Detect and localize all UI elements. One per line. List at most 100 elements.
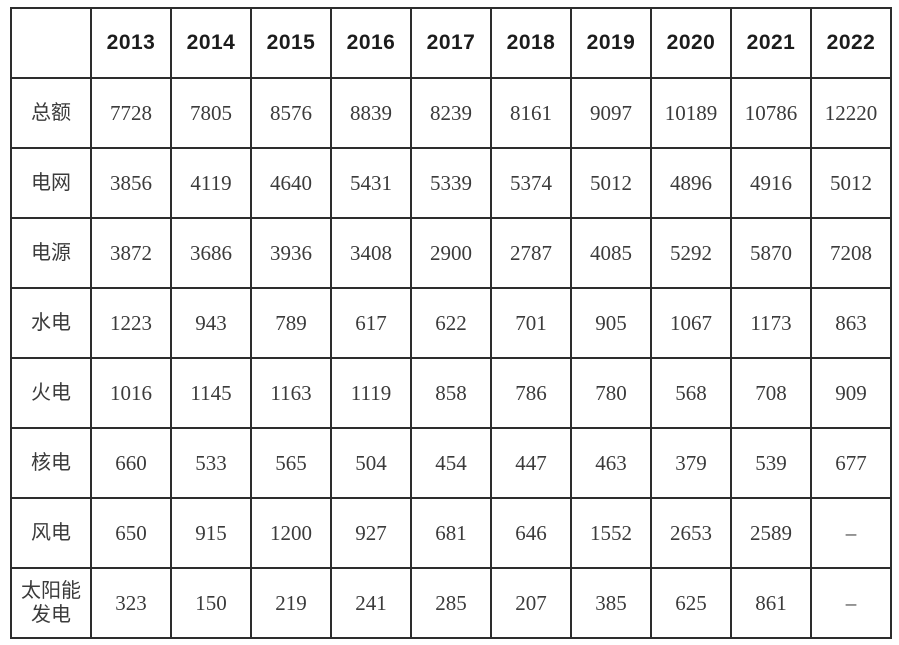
table-row: 水电 1223 943 789 617 622 701 905 1067 1173 863 <box>10 287 892 359</box>
value-cell: 285 <box>410 567 492 639</box>
value-cell: 3408 <box>330 217 412 289</box>
value-cell: 2900 <box>410 217 492 289</box>
value-cell: 4119 <box>170 147 252 219</box>
value-cell: 568 <box>650 357 732 429</box>
value-cell: 10189 <box>650 77 732 149</box>
row-label: 风电 <box>10 497 92 569</box>
table-row: 核电 660 533 565 504 454 447 463 379 539 677 <box>10 427 892 499</box>
value-cell: 650 <box>90 497 172 569</box>
data-table: 2013 2014 2015 2016 2017 2018 2019 2020 2021 2022… <box>10 7 892 639</box>
year-header: 2019 <box>570 7 652 79</box>
value-cell: 8161 <box>490 77 572 149</box>
value-cell: 660 <box>90 427 172 499</box>
value-cell: 858 <box>410 357 492 429</box>
value-cell: 7805 <box>170 77 252 149</box>
value-cell: 5339 <box>410 147 492 219</box>
row-label: 太阳能发电 <box>10 567 92 639</box>
value-cell: 9097 <box>570 77 652 149</box>
row-label: 电网 <box>10 147 92 219</box>
value-cell: 2653 <box>650 497 732 569</box>
table-row: 火电 1016 1145 1163 1119 858 786 780 568 708 909 <box>10 357 892 429</box>
value-cell: 12220 <box>810 77 892 149</box>
value-cell: 3936 <box>250 217 332 289</box>
row-label: 总额 <box>10 77 92 149</box>
value-cell: 677 <box>810 427 892 499</box>
value-cell: 323 <box>90 567 172 639</box>
value-cell: 219 <box>250 567 332 639</box>
value-cell: 4085 <box>570 217 652 289</box>
value-cell: 1145 <box>170 357 252 429</box>
value-cell: 3686 <box>170 217 252 289</box>
value-cell: 207 <box>490 567 572 639</box>
value-cell: 1552 <box>570 497 652 569</box>
value-cell: 1163 <box>250 357 332 429</box>
value-cell: 7208 <box>810 217 892 289</box>
value-cell: 2787 <box>490 217 572 289</box>
value-cell: 622 <box>410 287 492 359</box>
value-cell: 4916 <box>730 147 812 219</box>
value-cell: 1067 <box>650 287 732 359</box>
corner-cell <box>10 7 92 79</box>
value-cell: 8839 <box>330 77 412 149</box>
table-row: 电网 3856 4119 4640 5431 5339 5374 5012 4896 4916 50… <box>10 147 892 219</box>
year-header: 2021 <box>730 7 812 79</box>
value-cell: 385 <box>570 567 652 639</box>
value-cell: 447 <box>490 427 572 499</box>
value-cell: 379 <box>650 427 732 499</box>
value-cell: 150 <box>170 567 252 639</box>
table-head: 2013 2014 2015 2016 2017 2018 2019 2020 2021 2022 <box>10 7 892 79</box>
value-cell: – <box>810 567 892 639</box>
value-cell: 863 <box>810 287 892 359</box>
value-cell: – <box>810 497 892 569</box>
value-cell: 241 <box>330 567 412 639</box>
value-cell: 504 <box>330 427 412 499</box>
value-cell: 1016 <box>90 357 172 429</box>
header-row: 2013 2014 2015 2016 2017 2018 2019 2020 2021 2022 <box>10 7 892 79</box>
value-cell: 2589 <box>730 497 812 569</box>
value-cell: 5012 <box>810 147 892 219</box>
table-row: 风电 650 915 1200 927 681 646 1552 2653 2589– <box>10 497 892 569</box>
year-header: 2014 <box>170 7 252 79</box>
value-cell: 915 <box>170 497 252 569</box>
value-cell: 5374 <box>490 147 572 219</box>
value-cell: 7728 <box>90 77 172 149</box>
value-cell: 905 <box>570 287 652 359</box>
value-cell: 708 <box>730 357 812 429</box>
value-cell: 617 <box>330 287 412 359</box>
value-cell: 681 <box>410 497 492 569</box>
value-cell: 463 <box>570 427 652 499</box>
value-cell: 909 <box>810 357 892 429</box>
year-header: 2013 <box>90 7 172 79</box>
value-cell: 780 <box>570 357 652 429</box>
value-cell: 454 <box>410 427 492 499</box>
row-label: 核电 <box>10 427 92 499</box>
table-row: 太阳能发电 323 150 219 241 285 207 385 625 861– <box>10 567 892 639</box>
year-header: 2022 <box>810 7 892 79</box>
row-label: 火电 <box>10 357 92 429</box>
table-row: 总额 7728 7805 8576 8839 8239 8161 9097 10189 10786… <box>10 77 892 149</box>
value-cell: 4640 <box>250 147 332 219</box>
value-cell: 5870 <box>730 217 812 289</box>
value-cell: 927 <box>330 497 412 569</box>
value-cell: 5431 <box>330 147 412 219</box>
row-label: 水电 <box>10 287 92 359</box>
value-cell: 5012 <box>570 147 652 219</box>
value-cell: 943 <box>170 287 252 359</box>
value-cell: 10786 <box>730 77 812 149</box>
value-cell: 565 <box>250 427 332 499</box>
value-cell: 1223 <box>90 287 172 359</box>
value-cell: 5292 <box>650 217 732 289</box>
value-cell: 789 <box>250 287 332 359</box>
value-cell: 861 <box>730 567 812 639</box>
year-header: 2016 <box>330 7 412 79</box>
value-cell: 4896 <box>650 147 732 219</box>
table-body: 总额 7728 7805 8576 8839 8239 8161 9097 10189 10786… <box>10 77 892 639</box>
value-cell: 625 <box>650 567 732 639</box>
table-row: 电源 3872 3686 3936 3408 2900 2787 4085 5292 5870 72… <box>10 217 892 289</box>
value-cell: 646 <box>490 497 572 569</box>
value-cell: 1173 <box>730 287 812 359</box>
year-header: 2017 <box>410 7 492 79</box>
value-cell: 701 <box>490 287 572 359</box>
value-cell: 8576 <box>250 77 332 149</box>
